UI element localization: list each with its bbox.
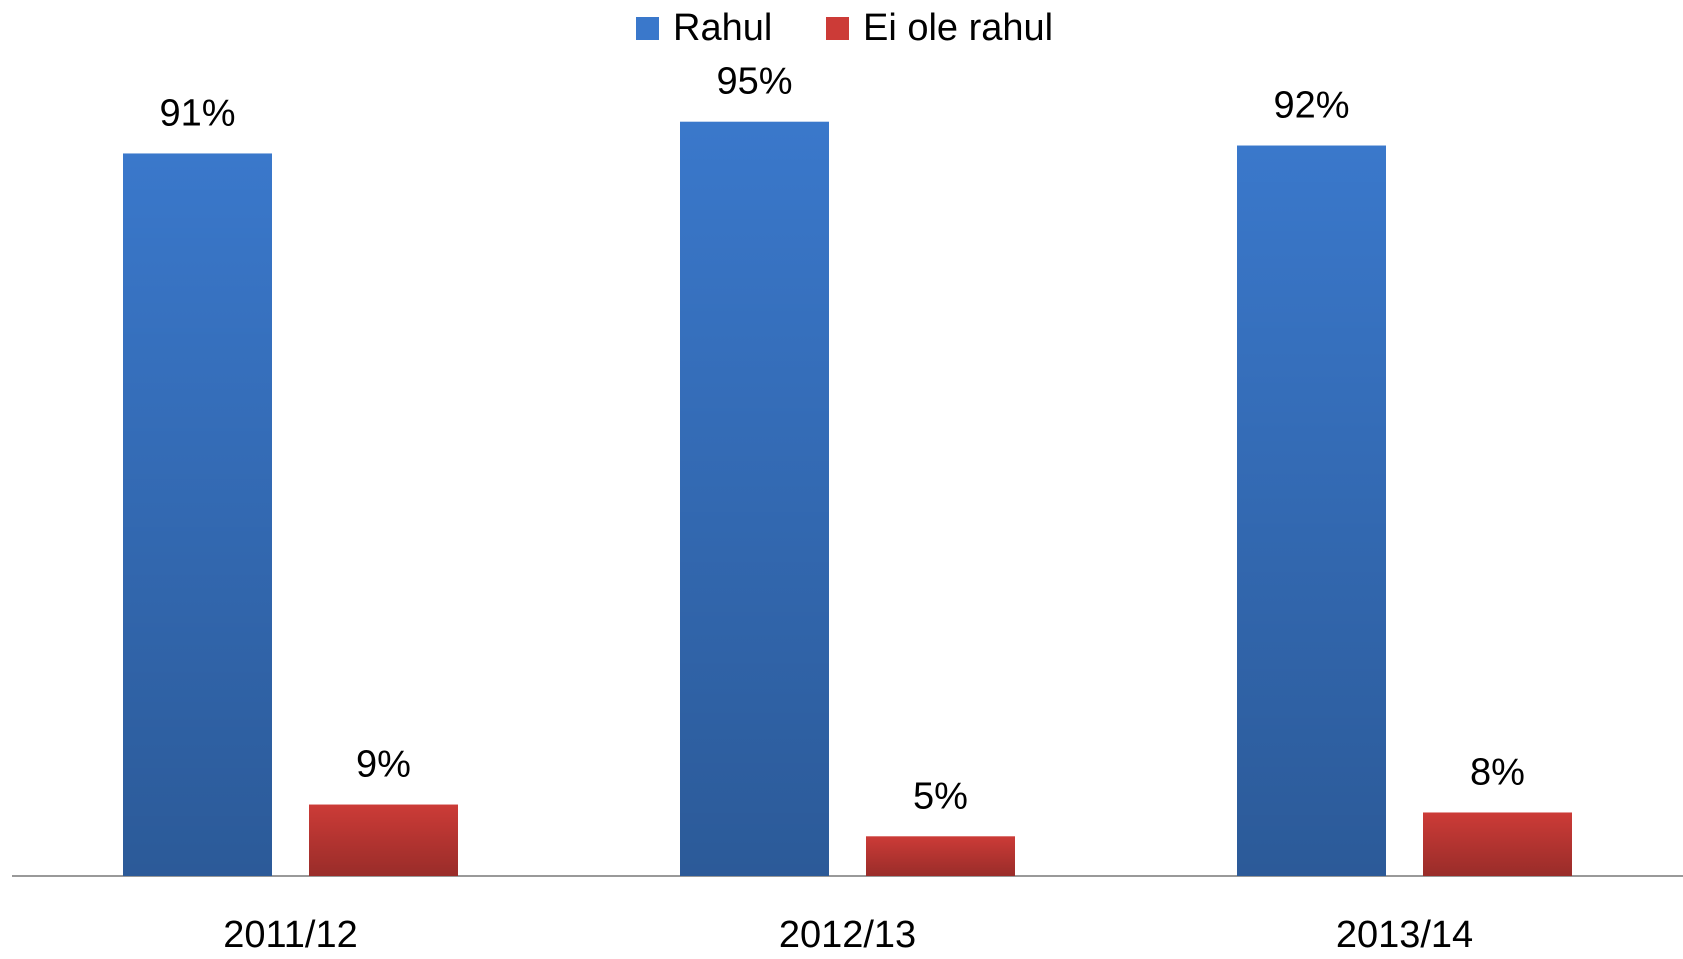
data-label: 8% [1470, 752, 1525, 794]
x-tick-label: 2013/14 [1336, 914, 1473, 956]
bar-shade [680, 121, 829, 876]
data-label: 95% [716, 61, 792, 103]
legend-swatch [826, 17, 849, 40]
bar-shade [866, 836, 1015, 876]
x-tick-label: 2012/13 [779, 914, 916, 956]
x-tick-label: 2011/12 [223, 914, 358, 956]
bar-shade [123, 153, 272, 876]
bar-shade [1237, 145, 1386, 876]
data-label: 92% [1273, 85, 1349, 127]
data-label: 9% [356, 744, 411, 786]
legend-swatch [636, 17, 659, 40]
data-label: 5% [913, 775, 968, 817]
legend-label: Ei ole rahul [863, 7, 1053, 49]
bar-shade [1423, 812, 1572, 876]
legend-label: Rahul [673, 7, 772, 49]
data-label: 91% [159, 92, 235, 134]
bar-shade [309, 804, 458, 876]
